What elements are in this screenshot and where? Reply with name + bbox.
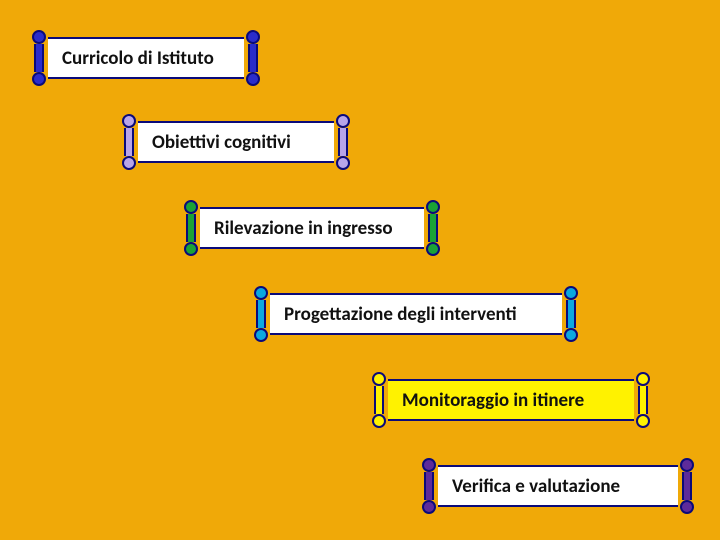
step-body: Obiettivi cognitivi: [138, 121, 334, 163]
step-box-2: Rilevazione in ingresso: [182, 200, 442, 256]
scroll-stem: [428, 214, 438, 242]
scroll-roll-icon: [184, 200, 198, 214]
scroll-stem: [566, 300, 576, 328]
step-box-5: Verifica e valutazione: [420, 458, 696, 514]
scroll-roll-icon: [636, 372, 650, 386]
scroll-stem: [424, 472, 434, 500]
scroll-roll-icon: [426, 242, 440, 256]
scroll-stem: [34, 44, 44, 72]
step-body: Progettazione degli interventi: [270, 293, 562, 335]
scroll-cap-right: [424, 200, 442, 256]
scroll-roll-icon: [122, 156, 136, 170]
scroll-roll-icon: [422, 458, 436, 472]
scroll-stem: [682, 472, 692, 500]
scroll-stem: [338, 128, 348, 156]
scroll-cap-left: [30, 30, 48, 86]
step-body: Verifica e valutazione: [438, 465, 678, 507]
scroll-roll-icon: [426, 200, 440, 214]
scroll-stem: [186, 214, 196, 242]
scroll-cap-right: [678, 458, 696, 514]
scroll-roll-icon: [246, 72, 260, 86]
scroll-roll-icon: [680, 500, 694, 514]
scroll-cap-left: [420, 458, 438, 514]
step-box-0: Curricolo di Istituto: [30, 30, 262, 86]
scroll-roll-icon: [32, 72, 46, 86]
scroll-roll-icon: [184, 242, 198, 256]
scroll-roll-icon: [246, 30, 260, 44]
scroll-roll-icon: [254, 286, 268, 300]
step-box-1: Obiettivi cognitivi: [120, 114, 352, 170]
scroll-roll-icon: [32, 30, 46, 44]
scroll-cap-right: [634, 372, 652, 428]
scroll-stem: [124, 128, 134, 156]
scroll-roll-icon: [372, 372, 386, 386]
step-label: Verifica e valutazione: [452, 475, 620, 498]
scroll-cap-left: [370, 372, 388, 428]
scroll-roll-icon: [336, 156, 350, 170]
scroll-cap-right: [562, 286, 580, 342]
scroll-stem: [256, 300, 266, 328]
scroll-cap-left: [252, 286, 270, 342]
scroll-stem: [248, 44, 258, 72]
scroll-cap-right: [244, 30, 262, 86]
scroll-stem: [638, 386, 648, 414]
scroll-roll-icon: [122, 114, 136, 128]
scroll-roll-icon: [636, 414, 650, 428]
scroll-roll-icon: [254, 328, 268, 342]
scroll-roll-icon: [564, 286, 578, 300]
scroll-roll-icon: [564, 328, 578, 342]
step-box-4: Monitoraggio in itinere: [370, 372, 652, 428]
step-label: Progettazione degli interventi: [284, 303, 517, 326]
scroll-stem: [374, 386, 384, 414]
scroll-cap-right: [334, 114, 352, 170]
scroll-roll-icon: [680, 458, 694, 472]
step-label: Curricolo di Istituto: [62, 47, 214, 70]
step-body: Curricolo di Istituto: [48, 37, 244, 79]
step-label: Obiettivi cognitivi: [152, 131, 291, 154]
scroll-roll-icon: [336, 114, 350, 128]
scroll-roll-icon: [372, 414, 386, 428]
step-box-3: Progettazione degli interventi: [252, 286, 580, 342]
scroll-roll-icon: [422, 500, 436, 514]
step-label: Monitoraggio in itinere: [402, 389, 584, 412]
step-body: Monitoraggio in itinere: [388, 379, 634, 421]
step-label: Rilevazione in ingresso: [214, 217, 393, 240]
scroll-cap-left: [182, 200, 200, 256]
step-body: Rilevazione in ingresso: [200, 207, 424, 249]
scroll-cap-left: [120, 114, 138, 170]
